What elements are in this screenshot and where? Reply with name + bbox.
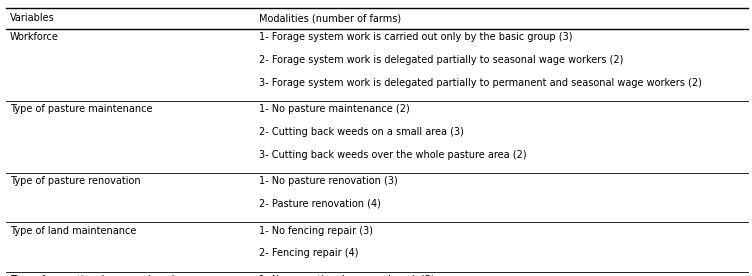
Text: Type of pasture renovation: Type of pasture renovation [10,176,141,186]
Text: Modalities (number of farms): Modalities (number of farms) [259,13,402,23]
Text: 1- Forage system work is carried out only by the basic group (3): 1- Forage system work is carried out onl… [259,32,573,42]
Text: 1- No pasture renovation (3): 1- No pasture renovation (3) [259,176,399,186]
Text: 2- Fencing repair (4): 2- Fencing repair (4) [259,248,359,258]
Text: 2- Forage system work is delegated partially to seasonal wage workers (2): 2- Forage system work is delegated parti… [259,55,624,65]
Text: 1- No pasture maintenance (2): 1- No pasture maintenance (2) [259,104,410,114]
Text: 2- Pasture renovation (4): 2- Pasture renovation (4) [259,199,381,209]
Text: Type of pasture maintenance: Type of pasture maintenance [10,104,152,114]
Text: 1- No exceptional seasonal work (5): 1- No exceptional seasonal work (5) [259,275,435,276]
Text: Type of exceptional seasonal work: Type of exceptional seasonal work [10,275,177,276]
Text: 3- Forage system work is delegated partially to permanent and seasonal wage work: 3- Forage system work is delegated parti… [259,78,702,87]
Text: Workforce: Workforce [10,32,59,42]
Text: 1- No fencing repair (3): 1- No fencing repair (3) [259,226,374,236]
Text: Type of land maintenance: Type of land maintenance [10,226,136,236]
Text: Variables: Variables [10,13,55,23]
Text: 3- Cutting back weeds over the whole pasture area (2): 3- Cutting back weeds over the whole pas… [259,150,527,160]
Text: 2- Cutting back weeds on a small area (3): 2- Cutting back weeds on a small area (3… [259,127,464,137]
